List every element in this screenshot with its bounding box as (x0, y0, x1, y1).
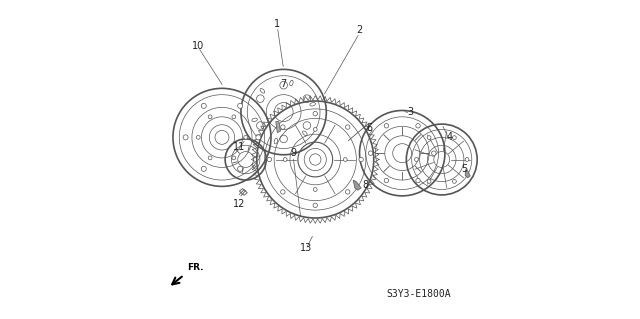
Circle shape (196, 136, 200, 139)
Text: 13: 13 (300, 243, 312, 253)
Circle shape (237, 166, 243, 171)
Circle shape (313, 111, 317, 116)
Circle shape (232, 156, 236, 160)
Circle shape (313, 203, 317, 208)
Text: S3Y3-E1800A: S3Y3-E1800A (387, 289, 451, 299)
Text: 8: 8 (363, 180, 369, 190)
Circle shape (314, 128, 317, 131)
Circle shape (256, 135, 261, 140)
Circle shape (369, 151, 373, 155)
Circle shape (427, 180, 431, 183)
Circle shape (280, 125, 285, 129)
Circle shape (465, 158, 469, 161)
Circle shape (280, 190, 285, 194)
Text: 4: 4 (447, 132, 452, 142)
Text: 6: 6 (366, 123, 372, 133)
Text: 10: 10 (192, 41, 204, 51)
Circle shape (384, 123, 388, 128)
Circle shape (244, 136, 248, 139)
Circle shape (183, 135, 188, 140)
Circle shape (267, 157, 271, 162)
Circle shape (346, 125, 350, 129)
Circle shape (314, 188, 317, 191)
Circle shape (452, 180, 456, 183)
Circle shape (384, 178, 388, 183)
Polygon shape (276, 122, 280, 133)
Text: 2: 2 (356, 25, 363, 35)
Circle shape (346, 190, 350, 194)
Circle shape (452, 136, 456, 139)
Text: 5: 5 (461, 164, 467, 174)
Circle shape (415, 158, 419, 161)
Text: 12: 12 (233, 199, 246, 209)
Polygon shape (353, 180, 361, 190)
Circle shape (344, 158, 347, 161)
Text: 11: 11 (233, 142, 246, 152)
Circle shape (237, 103, 243, 108)
Circle shape (208, 156, 212, 160)
Polygon shape (465, 170, 470, 178)
Circle shape (431, 151, 436, 155)
Circle shape (359, 157, 364, 162)
Circle shape (416, 178, 420, 183)
Text: 9: 9 (290, 148, 296, 158)
Circle shape (232, 115, 236, 119)
Circle shape (208, 115, 212, 119)
Circle shape (427, 136, 431, 139)
Text: 7: 7 (280, 78, 287, 89)
Circle shape (201, 103, 206, 108)
Circle shape (284, 158, 287, 161)
Circle shape (201, 166, 206, 171)
Text: FR.: FR. (187, 263, 204, 272)
Text: 3: 3 (407, 107, 413, 117)
Circle shape (416, 123, 420, 128)
Text: 1: 1 (275, 19, 280, 28)
